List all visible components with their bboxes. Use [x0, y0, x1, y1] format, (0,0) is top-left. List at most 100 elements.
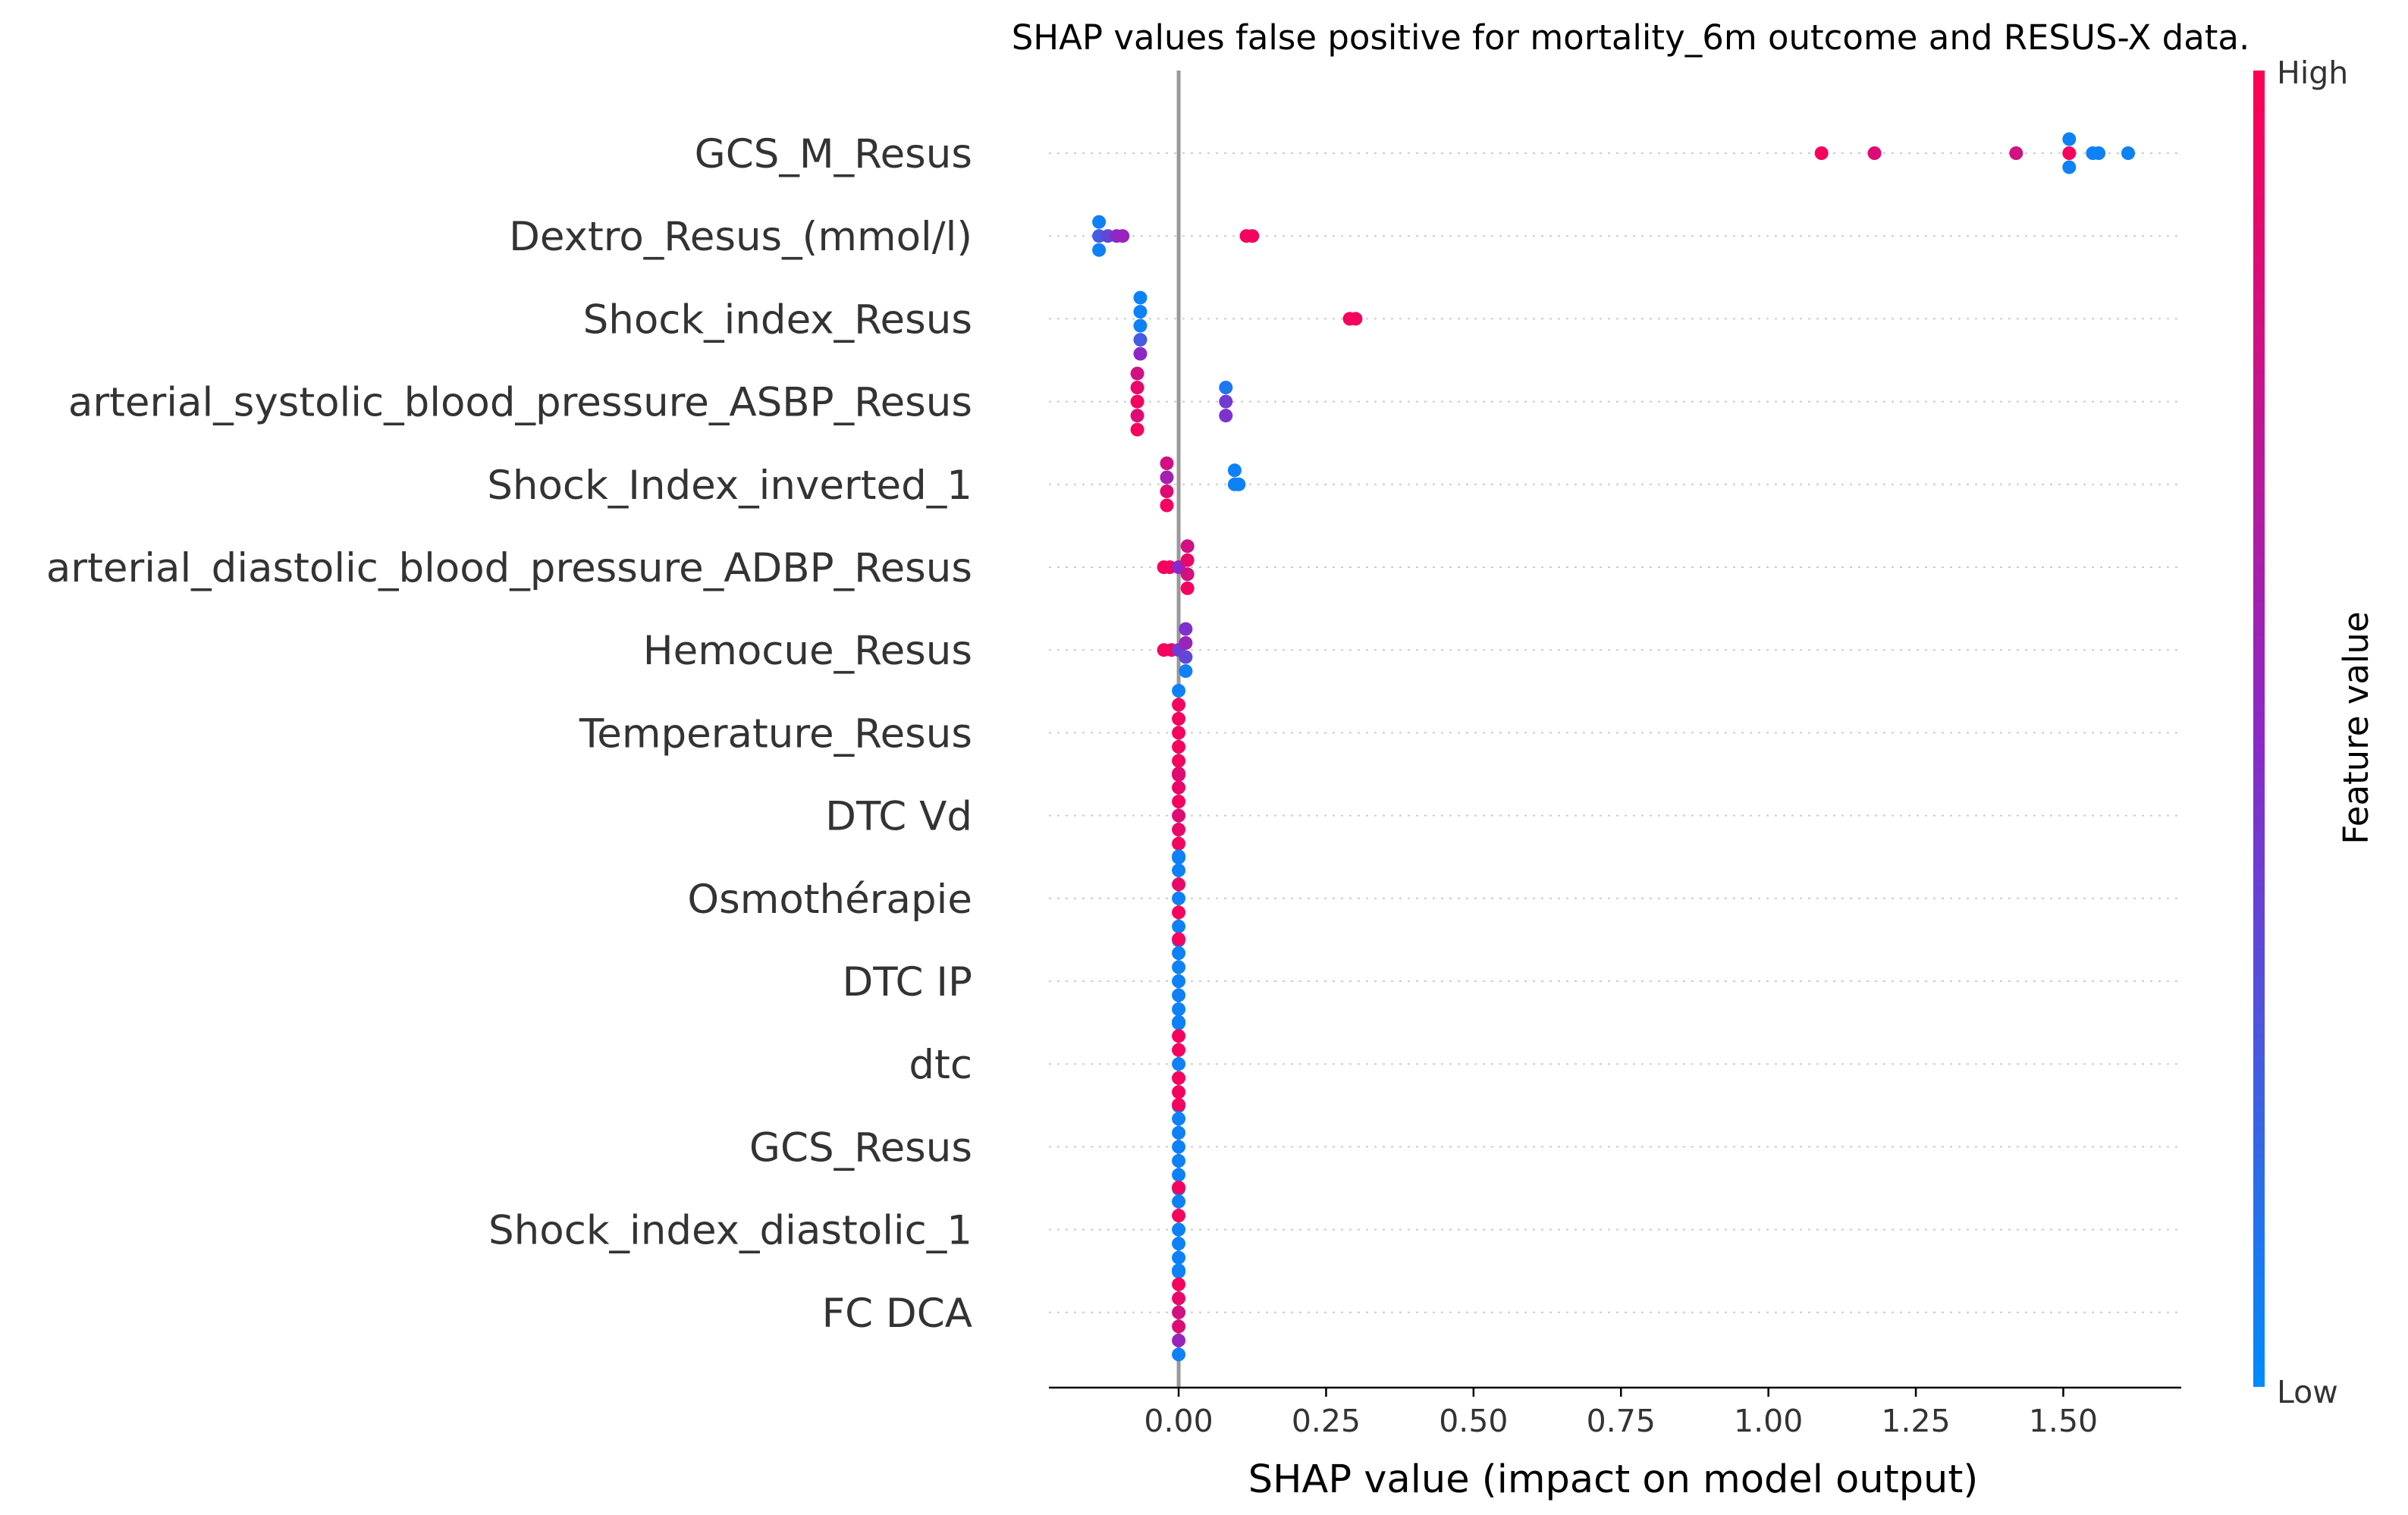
shap-point: [2121, 146, 2135, 160]
shap-point: [1180, 553, 1195, 567]
shap-point: [1172, 1319, 1186, 1334]
shap-point: [1130, 366, 1144, 381]
shap-point: [1172, 1263, 1186, 1278]
shap-point: [1130, 394, 1144, 409]
shap-point: [2009, 146, 2023, 160]
shap-point: [1133, 318, 1147, 333]
shap-point: [1172, 1291, 1186, 1306]
x-tick-label: 0.00: [1144, 1403, 1213, 1439]
shap-point: [1172, 849, 1186, 864]
shap-point: [1172, 795, 1186, 809]
shap-point: [1172, 946, 1186, 960]
shap-point: [1160, 498, 1174, 513]
feature-label: Dextro_Resus_(mmol/l): [509, 214, 972, 260]
shap-point: [1172, 711, 1186, 726]
shap-point: [1172, 739, 1186, 754]
x-tick-label: 0.25: [1292, 1403, 1361, 1439]
shap-point: [1133, 305, 1147, 319]
shap-point: [1172, 767, 1186, 781]
shap-point: [1180, 567, 1195, 582]
shap-point: [1172, 974, 1186, 988]
shap-point: [1092, 243, 1107, 257]
shap-point: [1172, 1333, 1186, 1347]
shap-point: [1172, 1209, 1186, 1223]
shap-point: [1172, 1085, 1186, 1099]
shap-point: [1172, 1043, 1186, 1057]
shap-point: [1172, 1015, 1186, 1029]
shap-point: [1133, 347, 1147, 361]
colorbar-low-label: Low: [2277, 1374, 2338, 1410]
shap-point: [1172, 683, 1186, 698]
feature-label: FC DCA: [822, 1291, 972, 1337]
shap-point: [1172, 891, 1186, 905]
shap-point: [1172, 823, 1186, 837]
shap-point: [1172, 698, 1186, 712]
shap-point: [1172, 754, 1186, 768]
x-tick-label: 1.25: [1881, 1403, 1950, 1439]
shap-point: [2062, 146, 2077, 160]
feature-label: GCS_Resus: [749, 1124, 972, 1171]
feature-label: Shock_index_Resus: [583, 296, 972, 343]
grid-lines: [1049, 152, 2181, 1313]
shap-point: [1172, 1112, 1186, 1126]
shap-point: [1172, 1071, 1186, 1085]
shap-point: [1172, 932, 1186, 946]
shap-point: [1172, 1277, 1186, 1291]
shap-point: [1133, 333, 1147, 347]
shap-point: [1160, 456, 1174, 470]
shap-point: [1172, 1153, 1186, 1168]
colorbar: High Low Feature value: [2253, 55, 2376, 1410]
shap-point: [1172, 1222, 1186, 1237]
shap-point: [1172, 1237, 1186, 1251]
shap-point: [1160, 470, 1174, 485]
shap-point: [1172, 1181, 1186, 1195]
shap-point: [1227, 463, 1242, 478]
shap-point: [1867, 146, 1882, 160]
feature-label: arterial_systolic_blood_pressure_ASBP_Re…: [68, 380, 972, 426]
shap-point: [1348, 312, 1363, 326]
shap-point: [1179, 622, 1193, 636]
shap-point: [1133, 290, 1147, 305]
shap-point: [1172, 1140, 1186, 1154]
shap-point: [1172, 988, 1186, 1002]
x-axis-title: SHAP value (impact on model output): [1248, 1457, 1979, 1502]
shap-point: [2062, 132, 2077, 146]
shap-point: [1232, 477, 1246, 491]
shap-point: [1092, 215, 1107, 229]
shap-point: [1172, 905, 1186, 920]
x-tick-label: 0.75: [1587, 1403, 1656, 1439]
shap-point: [1219, 394, 1233, 409]
colorbar-title: Feature value: [2336, 611, 2376, 844]
feature-label: DTC IP: [842, 959, 972, 1005]
shap-point: [1180, 581, 1195, 595]
shap-point: [1172, 726, 1186, 740]
shap-point: [1172, 808, 1186, 823]
shap-point: [1179, 650, 1193, 664]
shap-point: [1172, 1029, 1186, 1043]
shap-point: [1172, 877, 1186, 892]
shap-point: [2062, 160, 2077, 174]
feature-label: DTC Vd: [825, 794, 972, 840]
feature-labels: GCS_M_Resus Dextro_Resus_(mmol/l) Shock_in…: [46, 131, 972, 1337]
shap-point: [1179, 636, 1193, 650]
feature-label: dtc: [909, 1042, 972, 1088]
shap-point: [1172, 1097, 1186, 1112]
shap-point: [1172, 1168, 1186, 1182]
shap-point: [1219, 381, 1233, 395]
feature-label: arterial_diastolic_blood_pressure_ADBP_R…: [46, 545, 972, 591]
shap-point: [1172, 1250, 1186, 1265]
shap-point: [1172, 1002, 1186, 1016]
feature-label: Shock_Index_inverted_1: [487, 463, 972, 509]
shap-point: [1116, 229, 1130, 243]
shap-point: [1172, 919, 1186, 933]
shap-point: [1180, 539, 1195, 554]
feature-label: GCS_M_Resus: [695, 131, 972, 177]
feature-label: Hemocue_Resus: [643, 628, 972, 674]
x-tick-label: 0.50: [1439, 1403, 1508, 1439]
feature-label: Shock_index_diastolic_1: [488, 1208, 972, 1254]
shap-point: [1130, 409, 1144, 423]
colorbar-gradient: [2253, 71, 2265, 1387]
shap-point: [1172, 1194, 1186, 1209]
shap-point: [1219, 409, 1233, 423]
